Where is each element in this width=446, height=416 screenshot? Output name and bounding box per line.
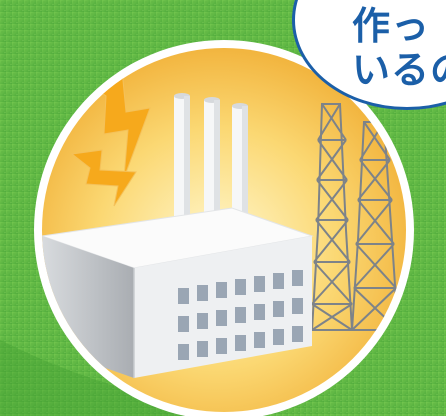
chimney-icon [204,97,220,228]
lightning-bolt-icon [70,149,137,207]
chimney-icon [232,103,248,230]
grass-stripe [0,340,260,416]
chimney-icon [174,93,190,226]
factory-windows [178,270,303,360]
